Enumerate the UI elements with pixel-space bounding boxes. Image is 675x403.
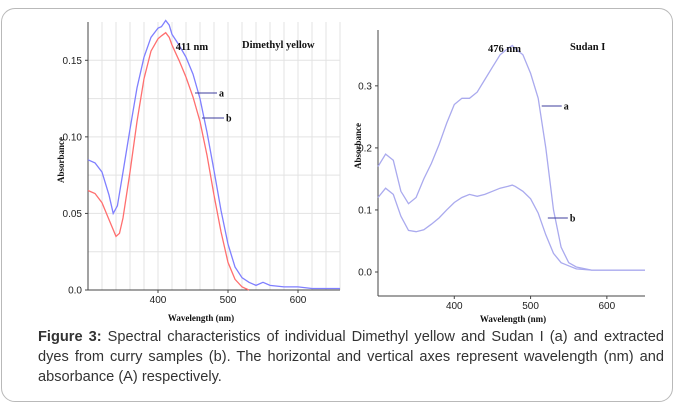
left-series-label-b: b [226, 114, 232, 125]
right-chart-title: Sudan I [570, 42, 605, 53]
right-x-tick-label: 400 [446, 301, 463, 312]
right-x-axis-label: Wavelength (nm) [480, 314, 546, 324]
left-axes [85, 22, 340, 293]
right-series-line-a [377, 44, 645, 271]
right-plot-area [378, 30, 645, 296]
right-axes [375, 30, 645, 299]
right-y-tick-label: 0.2 [358, 143, 372, 154]
left-peak-label: 411 nm [176, 42, 209, 53]
left-series [87, 19, 340, 291]
right-series-label-b: b [570, 214, 576, 225]
left-grid [88, 22, 341, 290]
right-annotations: ab [541, 102, 576, 225]
right-y-tick-label: 0.1 [358, 205, 372, 216]
left-series-line-a [87, 19, 340, 290]
right-x-tick-label: 600 [599, 301, 616, 312]
left-y-tick-label: 0.10 [63, 132, 83, 143]
left-x-tick-label: 400 [150, 295, 167, 306]
left-x-tick-label: 600 [290, 295, 307, 306]
left-y-tick-label: 0.15 [63, 56, 83, 67]
right-series [377, 44, 645, 271]
right-y-tick-label: 0.3 [358, 81, 372, 92]
left-x-tick-label: 500 [220, 295, 237, 306]
left-tick-labels: 400 500 600 0.0 0.05 0.10 0.15 [63, 56, 307, 306]
left-x-axis-label: Wavelength (nm) [168, 313, 234, 323]
right-tick-labels: 400 500 600 0.0 0.1 0.2 0.3 [358, 81, 616, 312]
caption-text: Spectral characteristics of individual D… [38, 329, 665, 385]
right-series-line-b [377, 184, 645, 271]
left-y-tick-label: 0.0 [68, 286, 82, 297]
left-chart-title: Dimethyl yellow [242, 40, 315, 51]
right-y-tick-label: 0.0 [358, 268, 372, 279]
right-series-label-a: a [564, 102, 569, 113]
right-peak-label: 476 nm [488, 44, 521, 55]
left-y-tick-label: 0.05 [63, 209, 83, 220]
caption-label: Figure 3: [38, 329, 102, 345]
left-annotations: ab [195, 89, 232, 125]
right-x-tick-label: 500 [522, 301, 539, 312]
figure-caption: Figure 3: Spectral characteristics of in… [38, 327, 664, 387]
right-y-axis-label: Absorbance [353, 123, 363, 169]
left-series-line-b [87, 31, 250, 291]
left-y-axis-label: Absorbance [56, 137, 66, 183]
left-series-label-a: a [219, 89, 224, 100]
